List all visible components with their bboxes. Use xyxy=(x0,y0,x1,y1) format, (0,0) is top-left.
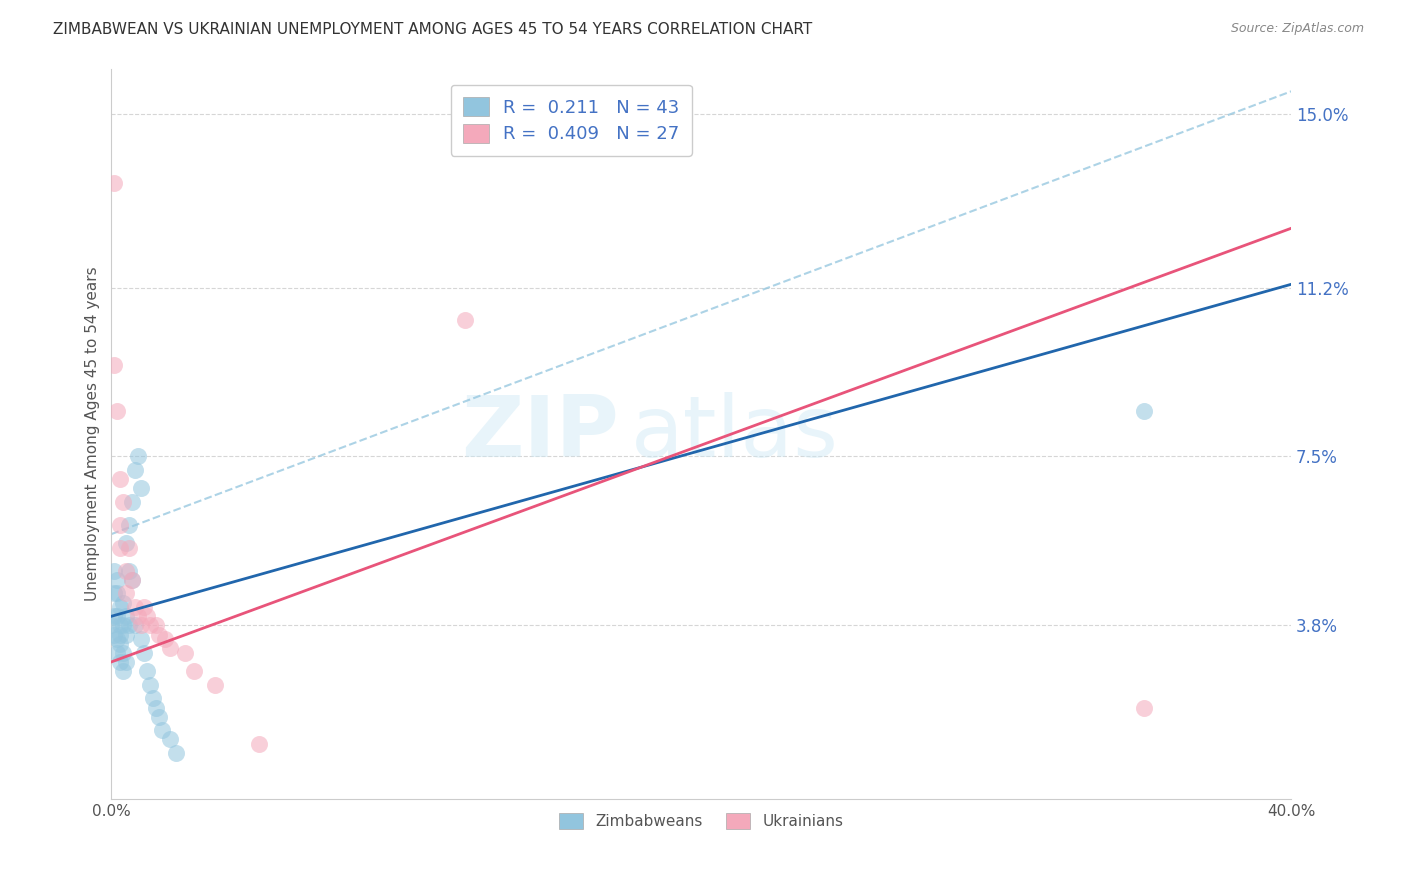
Text: ZIP: ZIP xyxy=(461,392,619,475)
Point xyxy=(110,618,132,632)
Point xyxy=(132,646,155,660)
Point xyxy=(105,609,128,624)
Point xyxy=(129,632,152,646)
Point xyxy=(132,600,155,615)
Point xyxy=(145,618,167,632)
Point xyxy=(100,618,122,632)
Point xyxy=(103,586,125,600)
Point xyxy=(103,176,125,190)
Point xyxy=(159,641,181,656)
Text: atlas: atlas xyxy=(630,392,838,475)
Point xyxy=(142,691,165,706)
Point xyxy=(204,678,226,692)
Point xyxy=(118,618,141,632)
Point xyxy=(124,618,146,632)
Point xyxy=(165,746,187,760)
Point xyxy=(148,709,170,723)
Point xyxy=(103,609,125,624)
Point xyxy=(105,404,128,418)
Point xyxy=(124,463,146,477)
Point xyxy=(135,609,157,624)
Point xyxy=(112,596,135,610)
Point xyxy=(145,700,167,714)
Point xyxy=(115,627,138,641)
Point xyxy=(110,655,132,669)
Point xyxy=(103,627,125,641)
Text: ZIMBABWEAN VS UKRAINIAN UNEMPLOYMENT AMONG AGES 45 TO 54 YEARS CORRELATION CHART: ZIMBABWEAN VS UKRAINIAN UNEMPLOYMENT AMO… xyxy=(53,22,813,37)
Point xyxy=(115,586,138,600)
Point xyxy=(115,564,138,578)
Point xyxy=(110,472,132,486)
Point xyxy=(110,627,132,641)
Point xyxy=(121,573,143,587)
Point xyxy=(110,600,132,615)
Point xyxy=(174,646,197,660)
Point xyxy=(183,664,205,678)
Point xyxy=(139,618,162,632)
Point xyxy=(454,312,477,326)
Point xyxy=(115,655,138,669)
Text: Source: ZipAtlas.com: Source: ZipAtlas.com xyxy=(1230,22,1364,36)
Point xyxy=(105,586,128,600)
Point xyxy=(121,573,143,587)
Point xyxy=(103,564,125,578)
Point xyxy=(103,358,125,372)
Point xyxy=(159,732,181,747)
Point xyxy=(129,618,152,632)
Point xyxy=(115,536,138,550)
Point xyxy=(112,618,135,632)
Legend: Zimbabweans, Ukrainians: Zimbabweans, Ukrainians xyxy=(553,806,849,835)
Point xyxy=(112,664,135,678)
Point xyxy=(129,482,152,496)
Point xyxy=(110,637,132,651)
Point xyxy=(105,632,128,646)
Point xyxy=(139,678,162,692)
Point xyxy=(135,664,157,678)
Point xyxy=(150,723,173,738)
Point xyxy=(110,541,132,555)
Y-axis label: Unemployment Among Ages 45 to 54 years: Unemployment Among Ages 45 to 54 years xyxy=(86,267,100,601)
Point xyxy=(127,450,149,464)
Point xyxy=(112,495,135,509)
Point xyxy=(121,495,143,509)
Point xyxy=(1132,404,1154,418)
Point xyxy=(153,632,176,646)
Point xyxy=(1132,700,1154,714)
Point xyxy=(118,564,141,578)
Point xyxy=(127,609,149,624)
Point xyxy=(105,646,128,660)
Point xyxy=(110,518,132,533)
Point xyxy=(247,737,270,751)
Point xyxy=(148,627,170,641)
Point xyxy=(105,573,128,587)
Point xyxy=(118,541,141,555)
Point xyxy=(124,600,146,615)
Point xyxy=(118,518,141,533)
Point xyxy=(115,609,138,624)
Point xyxy=(112,646,135,660)
